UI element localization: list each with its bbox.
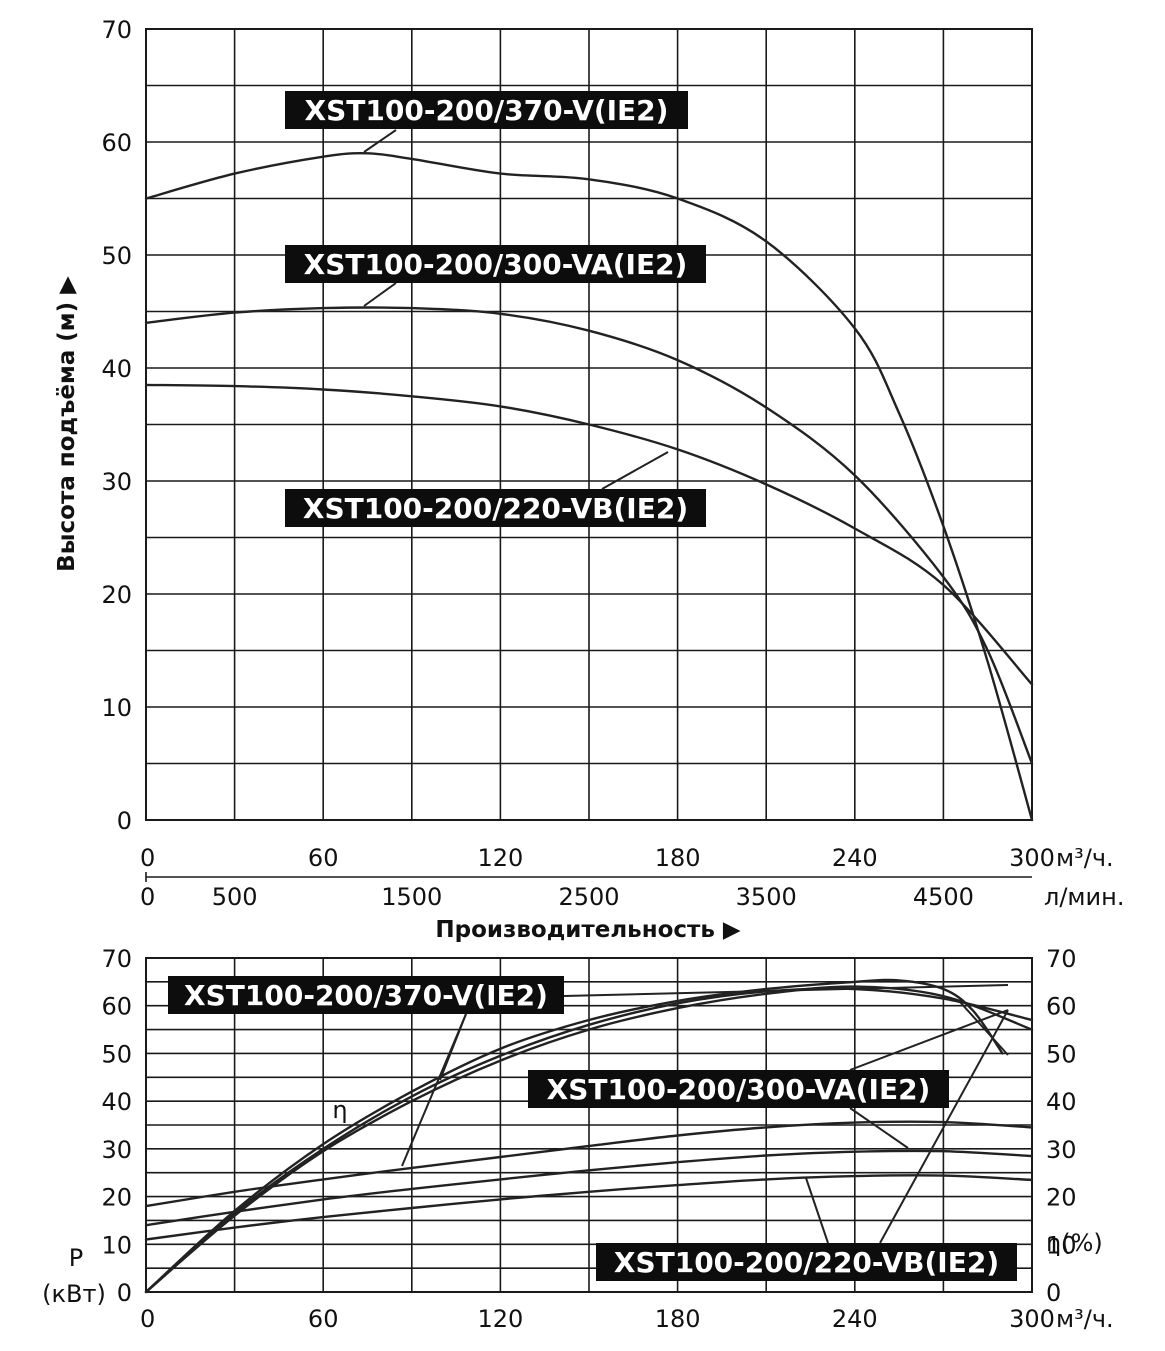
top-y-tick-label: 40 — [101, 355, 132, 383]
bottom-leader-300va-power — [849, 1107, 909, 1149]
bottom-left-y-tick-label: 50 — [101, 1040, 132, 1068]
bottom-x-tick-label: 60 — [308, 1305, 339, 1333]
top-x-tick-label: 120 — [477, 844, 523, 872]
power-axis-label-p: P — [69, 1244, 83, 1272]
bottom-leader-370-efficiency-drop — [959, 1001, 1009, 1056]
top-x-tick-label: 0 — [140, 844, 155, 872]
top-y-tick-label: 70 — [101, 16, 132, 44]
bottom-right-y-tick-label: 20 — [1046, 1184, 1077, 1212]
top-label-series-0-bg — [285, 91, 688, 129]
head-curve-series-1 — [144, 306, 1034, 765]
bottom-leader-220vb-power — [805, 1177, 829, 1244]
bottom-left-y-tick-label: 20 — [101, 1184, 132, 1212]
bottom-label-series-2-text: XST100-200/220-VB(IE2) — [614, 1246, 999, 1279]
efficiency-axis-label: η(%) — [1046, 1229, 1103, 1257]
top-label-series-2-text: XST100-200/220-VB(IE2) — [303, 492, 688, 525]
power-curve-series-4 — [144, 1149, 1034, 1227]
bottom-right-y-tick-label: 40 — [1046, 1088, 1077, 1116]
bottom-right-y-tick-label: 10 — [1046, 1231, 1077, 1259]
bottom-right-y-tick-label: 0 — [1046, 1279, 1061, 1307]
bottom-leader-220vb-efficiency — [879, 1009, 1009, 1244]
bottom-chart-frame — [145, 957, 1033, 1293]
top-chart-frame — [145, 28, 1033, 821]
bottom-left-y-tick-label: 30 — [101, 1136, 132, 1164]
top-x-secondary-tick-label: 0 — [140, 883, 155, 911]
top-y-tick-label: 0 — [117, 807, 132, 835]
bottom-label-series-1-text: XST100-200/300-VA(IE2) — [547, 1073, 931, 1106]
eta-curve-label: η — [332, 1096, 347, 1124]
head-curve-series-2 — [144, 383, 1034, 686]
bottom-right-y-tick-label: 70 — [1046, 945, 1077, 973]
top-label-series-0-text: XST100-200/370-V(IE2) — [305, 94, 669, 127]
bottom-right-y-tick-label: 60 — [1046, 993, 1077, 1021]
power-curve-series-5 — [144, 1174, 1034, 1241]
power-curve-series-3 — [144, 1120, 1034, 1208]
bottom-label-series-1: XST100-200/300-VA(IE2) — [528, 1070, 949, 1108]
top-x-tick-label: 300 — [1009, 844, 1055, 872]
top-y-tick-label: 20 — [101, 581, 132, 609]
top-y-tick-label: 10 — [101, 694, 132, 722]
top-chart-curves — [144, 151, 1034, 822]
top-label-series-0: XST100-200/370-V(IE2) — [285, 91, 688, 129]
top-y-tick-label: 30 — [101, 468, 132, 496]
efficiency-curve-series-0 — [144, 978, 1004, 1294]
series-labels: XST100-200/370-V(IE2) XST100-200/300-VA(I… — [168, 91, 1017, 1281]
top-leader-series-2 — [601, 451, 669, 490]
top-label-series-2: XST100-200/220-VB(IE2) — [285, 489, 706, 527]
bottom-flow-unit: м³/ч. — [1056, 1305, 1114, 1333]
power-axis-label-unit: (кВт) — [42, 1280, 106, 1308]
top-label-series-2-bg — [285, 489, 706, 527]
bottom-right-y-tick-label: 30 — [1046, 1136, 1077, 1164]
bottom-x-tick-label: 240 — [832, 1305, 878, 1333]
top-label-series-1-text: XST100-200/300-VA(IE2) — [304, 248, 688, 281]
bottom-leader-370-efficiency — [439, 1013, 467, 1081]
top-leader-series-0 — [363, 129, 397, 153]
flow-m3h-unit: м³/ч. — [1056, 844, 1114, 872]
top-chart-grid — [145, 28, 1033, 882]
head-curve-series-0 — [144, 151, 1034, 822]
top-x-secondary-tick-label: 1500 — [381, 883, 442, 911]
efficiency-curve-series-1 — [144, 987, 1034, 1294]
bottom-left-y-tick-label: 10 — [101, 1231, 132, 1259]
top-y-tick-label: 60 — [101, 129, 132, 157]
bottom-label-series-0: XST100-200/370-V(IE2) — [168, 976, 564, 1014]
bottom-left-y-tick-label: 70 — [101, 945, 132, 973]
bottom-left-y-tick-label: 60 — [101, 993, 132, 1021]
top-x-tick-label: 180 — [655, 844, 701, 872]
top-label-series-1: XST100-200/300-VA(IE2) — [285, 245, 706, 283]
bottom-label-series-1-bg — [528, 1070, 949, 1108]
bottom-x-tick-label: 180 — [655, 1305, 701, 1333]
x-axis-title: Производительность ▶ — [435, 917, 741, 943]
top-leader-series-1 — [363, 282, 397, 307]
bottom-label-series-0-text: XST100-200/370-V(IE2) — [184, 979, 548, 1012]
bottom-chart-curves — [144, 978, 1034, 1294]
bottom-leader-370-efficiency-end — [563, 984, 1009, 997]
bottom-right-y-tick-label: 50 — [1046, 1040, 1077, 1068]
bottom-left-y-tick-label: 40 — [101, 1088, 132, 1116]
top-x-secondary-tick-label: 3500 — [736, 883, 797, 911]
bottom-label-series-0-bg — [168, 976, 564, 1014]
bottom-x-tick-label: 300 — [1009, 1305, 1055, 1333]
top-x-tick-label: 240 — [832, 844, 878, 872]
bottom-x-tick-label: 0 — [140, 1305, 155, 1333]
bottom-label-series-2: XST100-200/220-VB(IE2) — [596, 1243, 1017, 1281]
top-x-tick-label: 60 — [308, 844, 339, 872]
bottom-label-series-2-bg — [596, 1243, 1017, 1281]
top-x-secondary-tick-label: 2500 — [558, 883, 619, 911]
bottom-leader-300va-efficiency — [849, 1009, 1009, 1071]
flow-lmin-unit: л/мин. — [1044, 883, 1124, 911]
bottom-x-tick-label: 120 — [477, 1305, 523, 1333]
bottom-left-y-tick-label: 0 — [117, 1279, 132, 1307]
top-y-tick-label: 50 — [101, 242, 132, 270]
top-label-series-1-bg — [285, 245, 706, 283]
top-x-secondary-tick-label: 4500 — [913, 883, 974, 911]
top-x-secondary-tick-label: 500 — [212, 883, 258, 911]
y-axis-title: Высота подъёма (м) ▶ — [54, 276, 80, 572]
